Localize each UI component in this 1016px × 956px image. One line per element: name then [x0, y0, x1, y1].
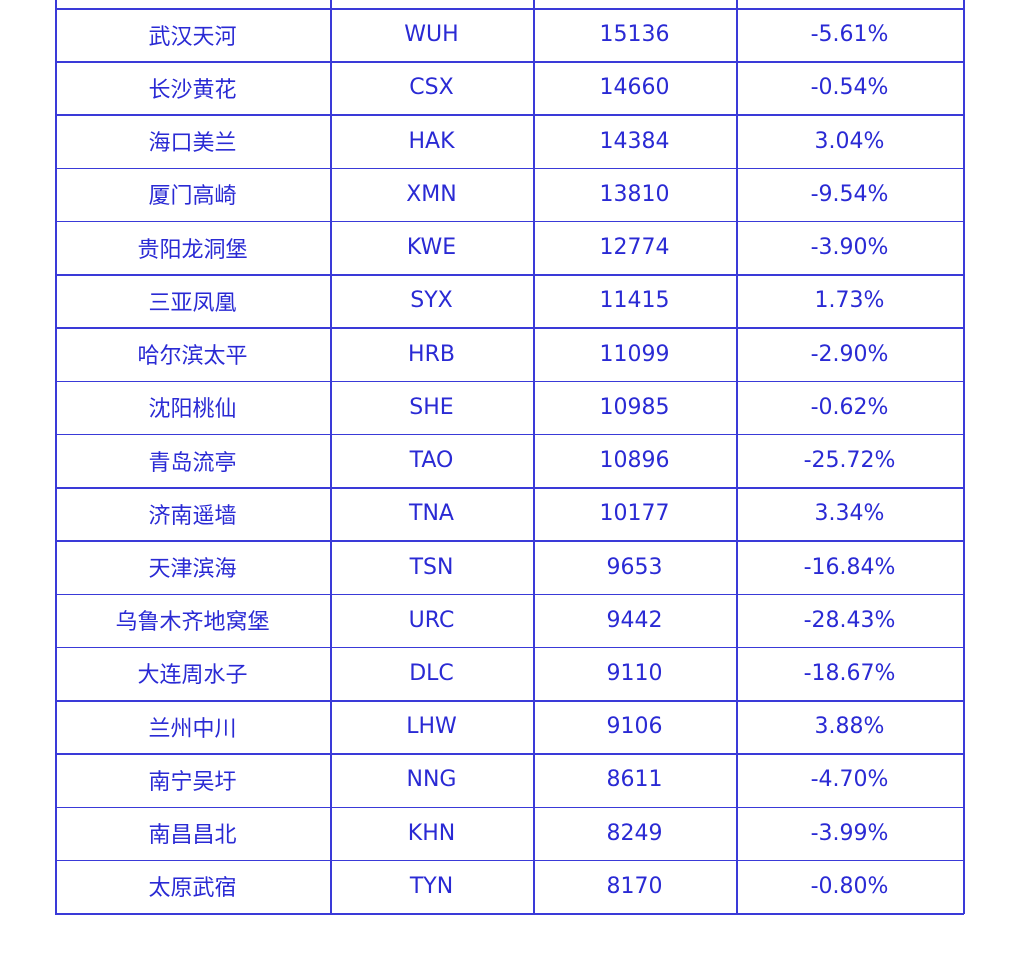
table-cell: 武汉天河: [148, 24, 237, 50]
table-cell: XMN: [406, 181, 457, 207]
table-cell: HAK: [408, 128, 455, 154]
table-cell: WUH: [404, 22, 459, 48]
table-cell: 12774: [599, 235, 670, 261]
table-cell: 太原武宿: [148, 876, 237, 902]
table-cell: 贵阳龙洞堡: [137, 237, 248, 263]
table-cell: 14384: [599, 128, 670, 154]
column-border: [55, 0, 57, 915]
table-cell: 9442: [606, 607, 663, 633]
row-border: [55, 61, 964, 63]
table-cell: 哈尔滨太平: [137, 344, 248, 370]
table-cell: 10896: [599, 448, 670, 474]
table-cell: LHW: [406, 714, 457, 740]
row-border: [55, 487, 964, 489]
table-cell: 8170: [606, 873, 663, 899]
row-border: [55, 380, 964, 383]
row-border: [55, 753, 964, 755]
table-cell: -0.62%: [810, 394, 889, 420]
column-border: [330, 0, 332, 915]
table-cell: 8611: [606, 767, 663, 793]
table-cell: 海口美兰: [148, 131, 237, 157]
table-cell: -2.90%: [810, 341, 889, 367]
table-cell: 9653: [606, 554, 663, 580]
column-border: [736, 0, 738, 915]
row-border: [55, 327, 964, 329]
table-cell: -0.80%: [810, 873, 889, 899]
table-cell: 青岛流亭: [148, 450, 237, 476]
table-cell: 厦门高崎: [148, 184, 237, 210]
table-cell: 13810: [599, 181, 670, 207]
table-cell: KWE: [406, 235, 457, 261]
table-cell: KHN: [407, 820, 456, 846]
table-cell: 15136: [599, 22, 670, 48]
row-border: [55, 274, 964, 276]
table-cell: 14660: [599, 75, 670, 101]
table-cell: 兰州中川: [148, 716, 237, 742]
table-cell: NNG: [406, 767, 457, 793]
table-cell: -4.70%: [810, 767, 889, 793]
table-cell: SHE: [409, 394, 454, 420]
table-cell: -9.54%: [810, 181, 889, 207]
table-cell: HRB: [408, 341, 455, 367]
row-border: [55, 114, 964, 116]
table-cell: 8249: [606, 820, 663, 846]
row-border: [55, 646, 964, 649]
table-cell: TSN: [409, 554, 454, 580]
row-border: [55, 8, 964, 10]
table-cell: -3.90%: [810, 235, 889, 261]
table-cell: -5.61%: [810, 22, 889, 48]
table-cell: -0.54%: [810, 75, 889, 101]
table-cell: DLC: [409, 660, 454, 686]
table-cell: 乌鲁木齐地窝堡: [115, 610, 270, 636]
table-cell: -28.43%: [803, 607, 896, 633]
table-cell: 3.88%: [814, 714, 885, 740]
table-cell: SYX: [410, 288, 453, 314]
row-border: [55, 593, 964, 596]
table-cell: -16.84%: [803, 554, 896, 580]
row-border: [55, 167, 964, 170]
table-cell: 沈阳桃仙: [148, 397, 237, 423]
table-cell: URC: [408, 607, 455, 633]
table-cell: 长沙黄花: [148, 77, 237, 103]
table-cell: -3.99%: [810, 820, 889, 846]
row-border: [55, 700, 964, 702]
row-border: [55, 859, 964, 862]
table-cell: 1.73%: [814, 288, 885, 314]
table-cell: 南宁吴圩: [148, 769, 237, 795]
table-cell: 三亚凤凰: [148, 290, 237, 316]
row-border: [55, 220, 964, 223]
row-border: [55, 806, 964, 809]
table-cell: TYN: [409, 873, 454, 899]
table-cell: TAO: [409, 448, 454, 474]
table-cell: 10177: [599, 501, 670, 527]
column-border: [963, 0, 965, 915]
row-border: [55, 433, 964, 436]
table-cell: 济南遥墙: [148, 503, 237, 529]
row-border: [55, 913, 964, 915]
table-cell: 9106: [606, 714, 663, 740]
table-cell: -25.72%: [803, 448, 896, 474]
table-cell: 3.34%: [814, 501, 885, 527]
table-cell: 3.04%: [814, 128, 885, 154]
table-cell: TNA: [409, 501, 454, 527]
table-cell: CSX: [409, 75, 454, 101]
table-cell: 9110: [606, 660, 663, 686]
table-cell: 南昌昌北: [148, 823, 237, 849]
table-cell: 天津滨海: [148, 557, 237, 582]
table-cell: 大连周水子: [137, 663, 248, 689]
table-cell: 10985: [599, 394, 670, 420]
table-cell: -18.67%: [803, 660, 896, 686]
column-border: [533, 0, 535, 915]
row-border: [55, 540, 964, 542]
table-cell: 11415: [599, 288, 670, 314]
table-cell: 11099: [599, 341, 670, 367]
